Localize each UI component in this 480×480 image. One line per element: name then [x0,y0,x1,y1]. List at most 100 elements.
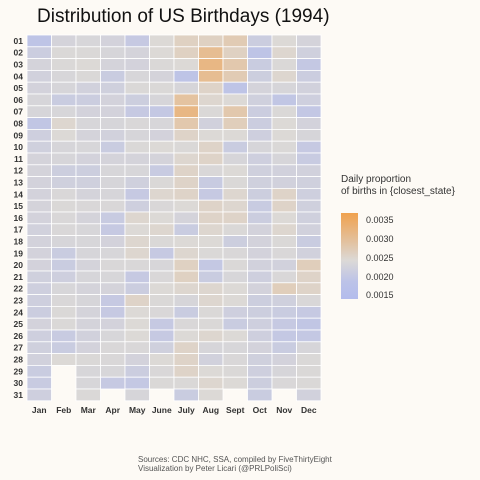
heatmap-cell-June-04 [149,70,175,83]
heatmap-cell-July-22 [173,282,199,295]
heatmap-cell-Nov-29 [271,364,297,378]
heatmap-cell-Jan-15 [26,199,52,213]
heatmap-cell-July-02 [173,46,199,59]
heatmap-cell-July-28 [173,353,199,366]
heatmap-cell-Sept-24 [222,305,248,319]
heatmap-cell-May-29 [124,364,150,378]
day-label-04: 04 [14,71,24,81]
day-label-10: 10 [14,142,24,152]
heatmap-cell-Apr-02 [100,46,126,59]
heatmap-cell-June-08 [149,117,175,130]
heatmap-cell-Dec-28 [296,353,322,366]
heatmap-cell-June-16 [149,211,175,225]
heatmap-cell-Dec-08 [296,117,322,130]
day-label-05: 05 [14,83,24,93]
day-label-06: 06 [14,95,24,105]
heatmap-cell-Nov-04 [271,70,297,83]
heatmap-cell-May-24 [124,305,150,319]
heatmap-cell-Feb-09 [51,128,77,142]
heatmap-cell-Nov-26 [271,329,297,343]
heatmap-cell-July-10 [173,140,199,154]
heatmap-cell-Feb-19 [51,246,77,260]
heatmap-cell-Jan-09 [26,128,52,142]
heatmap-cell-Sept-17 [222,223,248,237]
heatmap-cell-Apr-26 [100,329,126,343]
heatmap-cell-Nov-23 [271,294,297,307]
heatmap-cell-Oct-23 [247,294,273,307]
heatmap-cell-May-27 [124,341,150,354]
heatmap-cell-Jan-10 [26,140,52,154]
heatmap-cell-Apr-07 [100,105,126,119]
month-label-Oct: Oct [253,405,267,415]
heatmap-cell-Oct-07 [247,105,273,119]
heatmap-cell-May-18 [124,235,150,248]
heatmap-cell-Mar-11 [75,152,101,166]
heatmap-cell-Jan-03 [26,58,52,71]
heatmap-cell-Sept-23 [222,294,248,307]
heatmap-cell-Aug-04 [198,70,224,83]
heatmap-cell-Jan-23 [26,294,52,307]
heatmap-cell-Jan-01 [26,34,52,48]
heatmap-cell-June-29 [149,364,175,378]
heatmap-cell-Dec-09 [296,128,322,142]
heatmap-cell-June-09 [149,128,175,142]
heatmap-cell-Nov-15 [271,199,297,213]
day-label-20: 20 [14,260,24,270]
heatmap-cell-Sept-29 [222,364,248,378]
chart-title: Distribution of US Birthdays (1994) [37,6,330,27]
day-label-17: 17 [14,225,24,235]
heatmap-cell-Feb-08 [51,117,77,130]
heatmap-cell-Jan-04 [26,70,52,83]
month-label-Aug: Aug [202,405,219,415]
heatmap-cell-Mar-03 [75,58,101,71]
heatmap-cell-July-08 [173,117,199,130]
heatmap-cell-Feb-16 [51,211,77,225]
heatmap-cell-Dec-20 [296,258,322,272]
heatmap-cell-Sept-22 [222,282,248,295]
month-label-Nov: Nov [276,405,292,415]
heatmap-cell-Aug-17 [198,223,224,237]
heatmap-cell-Nov-20 [271,258,297,272]
heatmap-cell-Aug-21 [198,270,224,284]
heatmap-cell-Feb-04 [51,70,77,83]
heatmap-cell-Sept-27 [222,341,248,354]
heatmap-cell-Aug-24 [198,305,224,319]
month-label-Dec: Dec [301,405,317,415]
heatmap-cell-Feb-01 [51,34,77,48]
heatmap-cell-Apr-25 [100,317,126,331]
heatmap-cell-Nov-02 [271,46,297,59]
heatmap-cell-May-07 [124,105,150,119]
heatmap-cell-Oct-29 [247,364,273,378]
heatmap-cell-Dec-14 [296,187,322,201]
heatmap-cell-June-17 [149,223,175,237]
heatmap-cell-June-27 [149,341,175,354]
heatmap-cell-Aug-29 [198,364,224,378]
month-label-Sept: Sept [226,405,245,415]
heatmap-cell-Nov-05 [271,81,297,95]
heatmap-cell-July-19 [173,246,199,260]
heatmap-cell-July-12 [173,164,199,178]
day-label-09: 09 [14,130,24,140]
heatmap-cell-Dec-26 [296,329,322,343]
heatmap-cell-Mar-27 [75,341,101,354]
day-label-24: 24 [14,307,24,317]
heatmap-cell-June-20 [149,258,175,272]
heatmap-cell-Jan-25 [26,317,52,331]
heatmap-cell-Mar-16 [75,211,101,225]
heatmap-cell-Apr-21 [100,270,126,284]
heatmap-cell-Aug-15 [198,199,224,213]
day-label-11: 11 [14,154,23,164]
heatmap-cell-Nov-25 [271,317,297,331]
heatmap-cell-Oct-30 [247,376,273,390]
heatmap-cell-Oct-18 [247,235,273,248]
heatmap-cell-Feb-13 [51,176,77,189]
heatmap-cell-Oct-08 [247,117,273,130]
heatmap-cell-July-24 [173,305,199,319]
day-label-19: 19 [14,248,24,258]
heatmap-cell-Dec-11 [296,152,322,166]
heatmap-cell-Jan-18 [26,235,52,248]
heatmap-cell-Aug-01 [198,34,224,48]
day-label-15: 15 [14,201,24,211]
heatmap-cell-Oct-21 [247,270,273,284]
credit-line: Visualization by Peter Licari (@PRLPoliS… [138,464,292,473]
